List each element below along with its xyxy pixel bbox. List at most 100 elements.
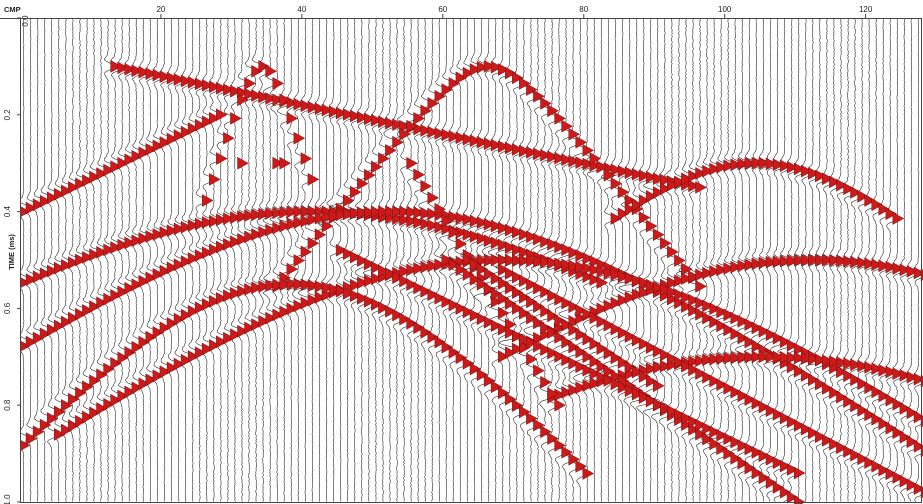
event-wavelet (843, 445, 855, 458)
event-wavelet (596, 342, 609, 355)
event-wavelet (166, 361, 179, 375)
event-wavelet (765, 328, 778, 342)
event-wavelet (378, 301, 390, 315)
event-wavelet (505, 392, 517, 406)
event-wavelet (124, 62, 137, 76)
event-wavelet (265, 279, 277, 292)
event-wavelet (681, 411, 693, 425)
event-wavelet (498, 276, 510, 290)
event-wavelet (75, 414, 87, 428)
event-wavelet (533, 300, 545, 313)
event-wavelet (39, 327, 52, 341)
event-wavelet (730, 158, 743, 172)
event-wavelet (427, 259, 440, 273)
event-wavelet (772, 456, 785, 470)
event-wavelet (314, 228, 327, 242)
event-wavelet (779, 411, 792, 425)
event-wavelet (533, 316, 545, 330)
event-wavelet (441, 214, 454, 228)
event-wavelet (765, 404, 778, 418)
event-wavelet (674, 274, 686, 288)
seismic-trace (914, 17, 923, 502)
event-wavelet (582, 252, 595, 265)
event-wavelet (131, 278, 144, 292)
event-wavelet (667, 245, 679, 259)
event-wavelet (462, 213, 475, 226)
event-wavelet (265, 311, 277, 325)
event-wavelet (237, 232, 249, 246)
event-wavelet (751, 257, 764, 271)
event-wavelet (843, 357, 855, 370)
event-wavelet (300, 245, 313, 259)
event-wavelet (39, 418, 52, 432)
event-wavelet (385, 304, 397, 318)
event-wavelet (709, 437, 721, 451)
event-wavelet (357, 177, 369, 190)
event-wavelet (822, 354, 834, 368)
event-wavelet (483, 315, 496, 329)
event-wavelet (660, 359, 672, 373)
event-wavelet (455, 71, 468, 85)
event-wavelet (505, 267, 517, 280)
event-wavelet (244, 321, 256, 335)
event-wavelet (512, 302, 524, 315)
event-wavelet (533, 331, 545, 345)
event-wavelet (378, 205, 390, 219)
event-wavelet (667, 276, 679, 290)
event-wavelet (498, 350, 510, 363)
event-wavelet (547, 104, 559, 118)
event-wavelet (293, 277, 306, 291)
event-wavelet (427, 97, 440, 110)
event-wavelet (117, 238, 129, 252)
event-wavelet (624, 194, 637, 207)
event-wavelet (674, 408, 686, 422)
event-wavelet (124, 385, 137, 399)
event-wavelet (829, 355, 841, 368)
event-wavelet (413, 112, 425, 125)
event-wavelet (216, 152, 228, 165)
event-wavelet (441, 83, 454, 96)
event-wavelet (476, 216, 489, 229)
event-wavelet (420, 179, 432, 193)
event-wavelet (201, 79, 214, 92)
event-wavelet (223, 237, 235, 251)
event-wavelet (448, 298, 461, 312)
event-wavelet (399, 205, 411, 219)
event-wavelet (610, 268, 623, 282)
event-wavelet (96, 368, 108, 382)
event-wavelet (364, 294, 376, 308)
event-wavelet (469, 258, 482, 272)
event-wavelet (568, 154, 580, 168)
event-wavelet (364, 274, 376, 288)
event-wavelet (660, 348, 672, 362)
event-wavelet (702, 422, 714, 435)
event-wavelet (667, 404, 679, 418)
event-wavelet (469, 134, 482, 148)
event-wavelet (554, 257, 566, 271)
event-wavelet (906, 406, 919, 420)
event-wavelet (533, 281, 545, 295)
event-wavelet (350, 278, 362, 292)
event-wavelet (702, 432, 714, 446)
event-wavelet (702, 299, 714, 313)
event-wavelet (244, 283, 256, 296)
event-wavelet (68, 256, 80, 270)
event-wavelet (730, 385, 743, 399)
event-wavelet (801, 422, 813, 436)
event-wavelet (723, 308, 736, 322)
event-wavelet (152, 369, 165, 383)
event-wavelet (512, 143, 524, 156)
event-wavelet (596, 360, 609, 373)
event-wavelet (420, 124, 432, 137)
event-wavelet (653, 361, 665, 374)
event-wavelet (815, 253, 827, 267)
event-wavelet (103, 163, 115, 177)
event-wavelet (483, 234, 496, 248)
event-wavelet (540, 148, 552, 162)
event-wavelet (427, 219, 440, 232)
event-wavelet (568, 323, 580, 337)
event-wavelet (328, 283, 341, 296)
event-wavelet (533, 255, 545, 268)
seismic-trace (326, 17, 350, 502)
event-wavelet (335, 106, 348, 120)
